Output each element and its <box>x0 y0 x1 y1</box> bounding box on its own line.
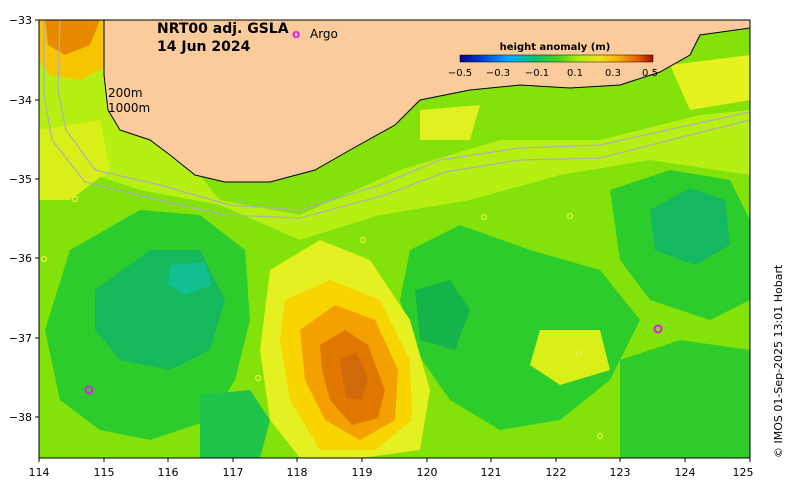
colorbar-tick: 0.1 <box>567 68 583 79</box>
anomaly-zone-yellow-west <box>39 120 110 200</box>
colorbar-tick: −0.3 <box>486 68 510 79</box>
x-tick-label: 122 <box>546 466 567 479</box>
anomaly-zone-southeast-low <box>620 340 750 458</box>
x-tick-label: 121 <box>481 466 502 479</box>
x-tick-label: 123 <box>610 466 631 479</box>
x-tick-label: 119 <box>352 466 373 479</box>
colorbar-tick: −0.1 <box>525 68 549 79</box>
anomaly-zone-yellow-east <box>670 55 750 110</box>
observation-point <box>480 213 488 221</box>
observation-point <box>40 255 48 263</box>
map-title-line2: 14 Jun 2024 <box>157 39 251 55</box>
colorbar-tick: 0.5 <box>642 68 658 79</box>
argo-floats <box>84 324 663 395</box>
x-tick-label: 118 <box>287 466 308 479</box>
plot-frame <box>38 19 751 459</box>
map-plot-area <box>39 20 750 458</box>
x-tick-label: 115 <box>94 466 115 479</box>
x-tick-label: 120 <box>417 466 438 479</box>
colorbar-tick: −0.5 <box>448 68 472 79</box>
isobath-1000m-line <box>43 20 750 219</box>
y-tick-label: −35 <box>9 173 32 186</box>
isobath-label-1000m: 1000m <box>108 101 150 115</box>
observation-point <box>359 236 367 244</box>
argo-legend-symbol: o <box>292 27 300 41</box>
observation-point <box>71 195 79 203</box>
credit-text: © IMOS 01-Sep-2025 13:01 Hobart <box>772 264 785 458</box>
observation-point <box>566 212 574 220</box>
anomaly-zone-southeast-yellow <box>530 330 610 385</box>
y-tick-label: −38 <box>9 411 32 424</box>
y-axis: −33 −34 −35 −36 −37 −38 <box>9 14 39 424</box>
isobath-label-200m: 200m <box>108 86 143 100</box>
colorbar: height anomaly (m) −0.5 −0.3 −0.1 0.1 0.… <box>448 42 658 79</box>
x-axis: 114 115 116 117 118 119 120 121 122 123 … <box>29 458 754 479</box>
x-tick-label: 116 <box>158 466 179 479</box>
observation-points <box>40 195 604 440</box>
argo-float-marker[interactable] <box>653 324 663 334</box>
anomaly-zone-yellow-shelf <box>420 105 480 140</box>
x-tick-label: 117 <box>223 466 244 479</box>
observation-point <box>596 432 604 440</box>
y-tick-label: −36 <box>9 252 32 265</box>
anomaly-zone-central-low-core <box>415 280 470 350</box>
x-tick-label: 125 <box>733 466 754 479</box>
x-tick-label: 114 <box>29 466 50 479</box>
colorbar-tick: 0.3 <box>605 68 621 79</box>
argo-legend-label: Argo <box>310 27 338 41</box>
y-tick-label: −33 <box>9 14 32 27</box>
colorbar-title: height anomaly (m) <box>500 42 611 53</box>
isobath-200m-line <box>57 20 750 211</box>
anomaly-zone-southwest-low <box>200 390 270 458</box>
argo-float-marker[interactable] <box>84 385 94 395</box>
x-tick-label: 124 <box>675 466 696 479</box>
anomaly-zone-eddy-center <box>340 352 368 400</box>
anomaly-zone-east-low-core <box>650 188 730 265</box>
map-title-line1: NRT00 adj. GSLA <box>157 21 289 37</box>
observation-point <box>254 374 262 382</box>
anomaly-zone-west-low-center <box>168 262 212 295</box>
y-tick-label: −37 <box>9 332 32 345</box>
y-tick-label: −34 <box>9 94 32 107</box>
colorbar-gradient <box>459 54 654 63</box>
observation-point <box>575 350 583 358</box>
